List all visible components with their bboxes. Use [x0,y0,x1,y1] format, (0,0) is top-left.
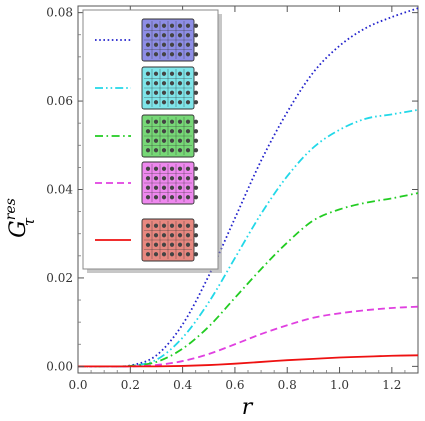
x-tick-label: 0.6 [225,378,244,392]
svg-text:Gres: Gres [3,198,31,238]
x-tick-label: 0.8 [278,378,297,392]
x-tick-label: 0.4 [173,378,192,392]
y-axis-title-subscript: τ [20,217,38,226]
lattice-icon-3 [141,114,199,158]
x-tick-label: 0.0 [68,378,87,392]
x-axis-title: r [242,395,254,420]
lattice-icon-1 [141,18,199,62]
y-tick-label: 0.00 [46,359,73,373]
y-axis-title-superscript: res [3,198,19,220]
y-tick-label: 0.02 [46,271,73,285]
legend [82,9,222,273]
y-axis-title-main: G [6,220,31,238]
y-tick-label: 0.06 [46,94,73,108]
lattice-icon-5 [141,218,199,262]
x-tick-label: 1.0 [330,378,349,392]
series-layer [77,7,419,368]
y-tick-label: 0.04 [46,183,73,197]
x-tick-label: 0.2 [121,378,140,392]
x-axis-ticks: 0.0 0.2 0.4 0.6 0.8 1.0 1.2 [68,6,406,392]
y-axis-title: Gres τ [3,198,38,238]
y-tick-label: 0.08 [46,6,73,20]
x-tick-label: 1.2 [382,378,401,392]
lattice-icon-4 [141,161,199,205]
series-line-5 [78,354,419,368]
lattice-icon-2 [141,66,199,110]
series-line-4 [78,305,419,368]
